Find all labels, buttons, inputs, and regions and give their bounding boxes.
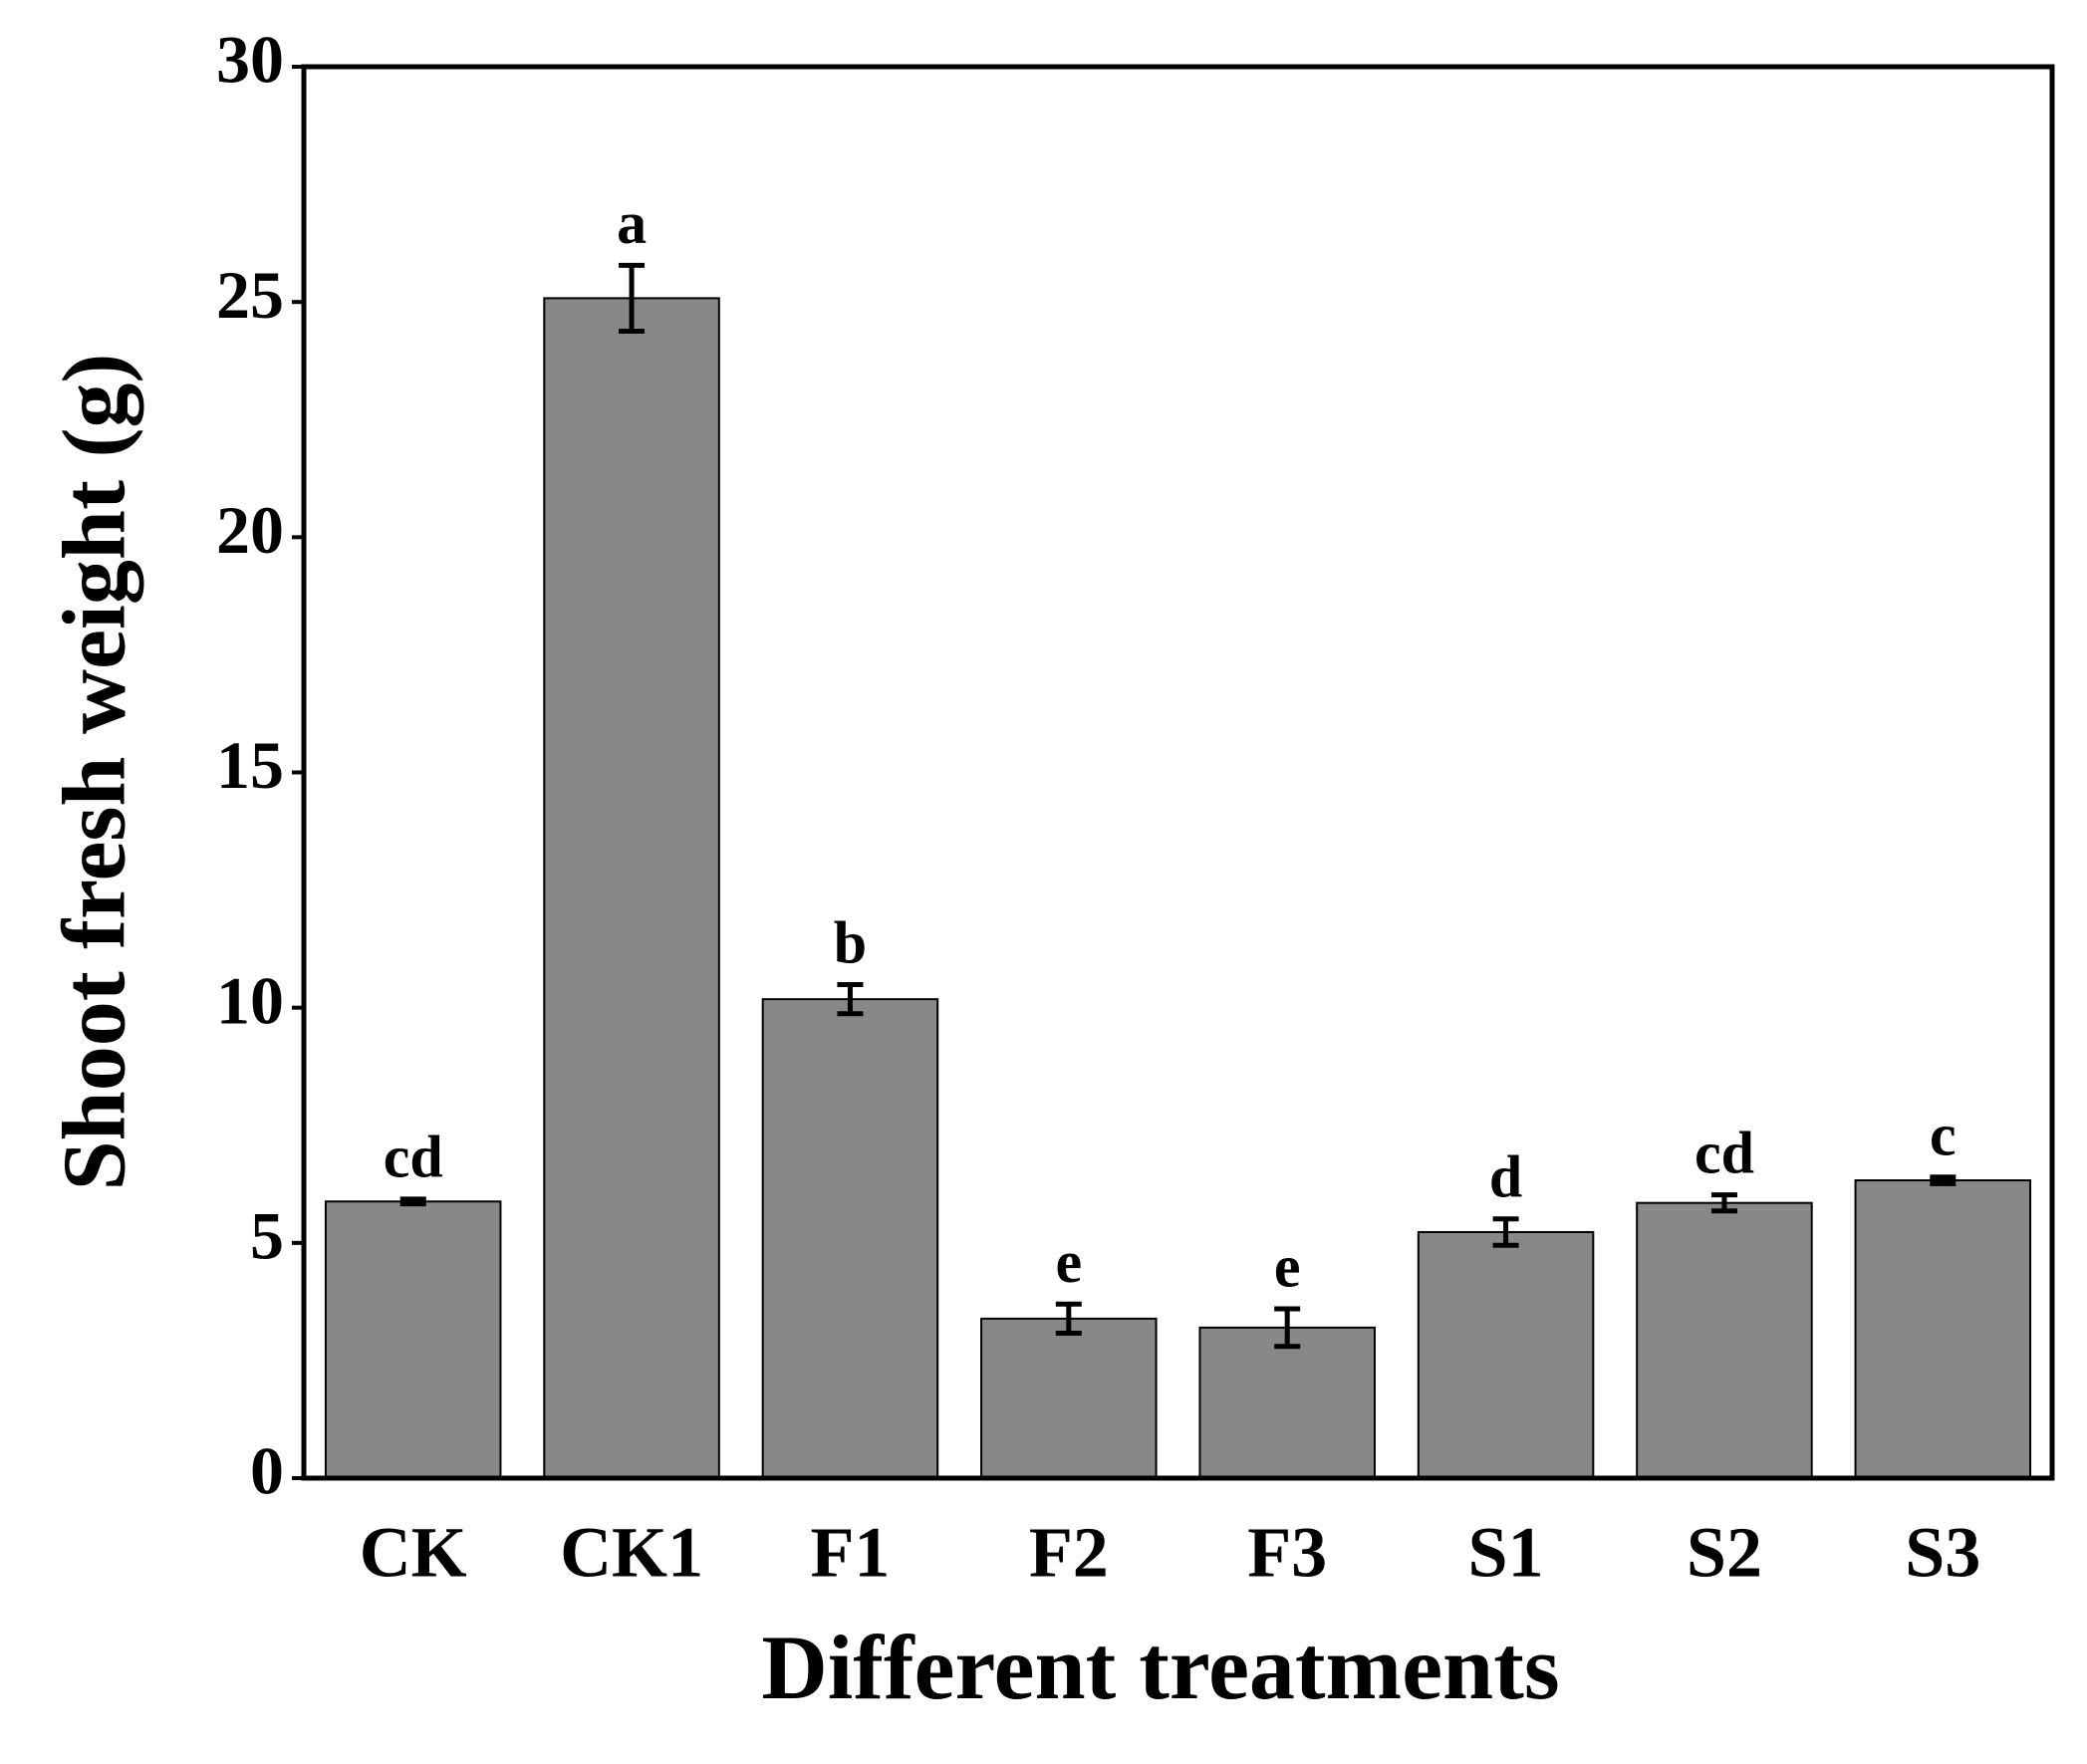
significance-letter: e bbox=[1274, 1234, 1301, 1300]
error-bar bbox=[1492, 1216, 1519, 1248]
significance-letter: e bbox=[1055, 1229, 1082, 1295]
y-tick-label: 15 bbox=[216, 727, 284, 803]
bar bbox=[1854, 1179, 2032, 1479]
bar bbox=[324, 1200, 502, 1479]
y-tick-label: 0 bbox=[250, 1433, 284, 1509]
error-bar bbox=[1055, 1301, 1082, 1337]
x-tick-label: S2 bbox=[1687, 1513, 1762, 1593]
significance-letter: c bbox=[1930, 1102, 1957, 1167]
error-bar bbox=[1274, 1306, 1301, 1350]
x-tick-label: F3 bbox=[1247, 1513, 1327, 1593]
y-tick-label: 25 bbox=[216, 257, 284, 333]
x-tick-label: S3 bbox=[1905, 1513, 1980, 1593]
error-bar bbox=[837, 982, 864, 1017]
significance-letter: cd bbox=[384, 1125, 443, 1190]
plot-frame bbox=[301, 64, 2055, 1481]
y-tick-label: 30 bbox=[216, 22, 284, 98]
x-axis-title: Different treatments bbox=[761, 1617, 1559, 1718]
y-tick-label: 5 bbox=[250, 1197, 284, 1273]
x-tick-label: S1 bbox=[1468, 1513, 1544, 1593]
significance-letter: a bbox=[617, 190, 647, 256]
x-tick-label: F1 bbox=[810, 1513, 890, 1593]
bar bbox=[980, 1317, 1158, 1480]
bar bbox=[543, 297, 720, 1480]
error-bar bbox=[619, 262, 646, 334]
y-tick-label: 10 bbox=[216, 962, 284, 1038]
bar bbox=[1198, 1326, 1376, 1480]
bar bbox=[1636, 1201, 1813, 1480]
significance-letter: cd bbox=[1695, 1120, 1754, 1185]
significance-letter: d bbox=[1489, 1144, 1522, 1210]
y-axis-title: Shoot fresh weight (g) bbox=[46, 354, 144, 1191]
error-bar bbox=[1710, 1192, 1737, 1214]
x-tick-label: F2 bbox=[1029, 1513, 1109, 1593]
x-tick-label: CK bbox=[360, 1513, 467, 1593]
x-tick-label: CK1 bbox=[560, 1513, 703, 1593]
bar bbox=[761, 998, 939, 1479]
y-tick-label: 20 bbox=[216, 492, 284, 568]
significance-letter: b bbox=[834, 909, 867, 975]
error-bar bbox=[399, 1196, 426, 1207]
error-bar bbox=[1930, 1174, 1957, 1186]
bar bbox=[1417, 1230, 1595, 1480]
